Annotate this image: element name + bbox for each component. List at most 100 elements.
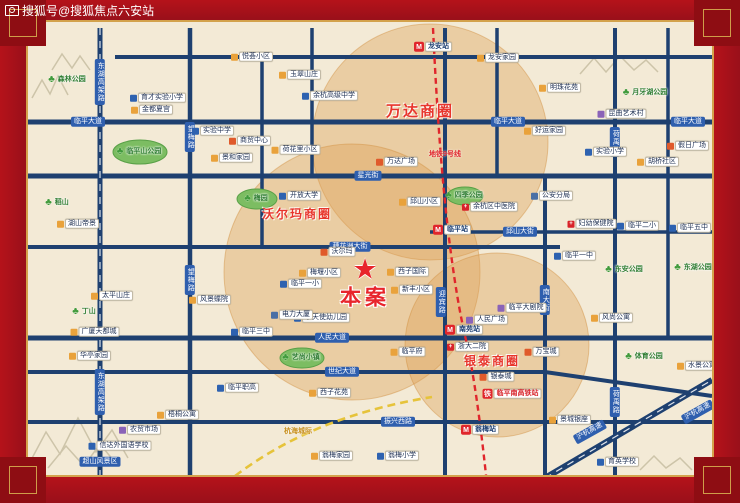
poi-home: 景和家园 xyxy=(211,152,253,164)
poi-label: 东湖高架路 xyxy=(94,59,106,105)
poi-home: 风景蝶院 xyxy=(189,294,231,306)
poi-label: 人民广场 xyxy=(474,314,508,326)
poi-mall: 沃尔玛 xyxy=(320,246,356,258)
poi-metroline: 地铁9号线 xyxy=(427,151,463,159)
poi-label: 余杭高级中学 xyxy=(310,90,358,102)
poi-home: 胡桥社区 xyxy=(637,156,679,168)
tree-icon: ♣ xyxy=(72,306,79,317)
poi-school: 信达外国语学校 xyxy=(88,440,152,452)
poi-label: 电力大厦 xyxy=(279,309,313,321)
poi-mall: 银泰城 xyxy=(479,371,515,383)
poi-label: 艺尚小镇 xyxy=(291,353,320,361)
home-icon xyxy=(70,328,78,336)
school-icon xyxy=(130,94,137,102)
poi-label: 东安公园 xyxy=(614,265,643,273)
poi-label: 东湖公园 xyxy=(683,263,712,271)
poi-school: 翁梅小学 xyxy=(377,450,419,462)
mall-icon xyxy=(667,142,674,150)
school-icon xyxy=(585,148,592,156)
poi-label: 临平一中 xyxy=(562,250,596,262)
poi-label: 迎宾路 xyxy=(435,287,447,317)
poi-label: 万宝城 xyxy=(532,346,560,358)
poi-home: 西子花苑 xyxy=(309,387,351,399)
poi-label: 邱山小区 xyxy=(407,196,441,208)
gov-icon xyxy=(271,311,278,319)
project-marker: ★ 本案 xyxy=(340,255,390,311)
home-icon xyxy=(387,268,394,276)
poi-metro: M 南苑站 xyxy=(445,324,483,336)
poi-home: 明珠花苑 xyxy=(539,82,581,94)
poi-label: 沪杭高速 xyxy=(680,399,716,425)
metro-station-icon: M xyxy=(414,41,424,52)
poi-home: 西子国际 xyxy=(387,266,429,278)
landmark-icon xyxy=(466,316,473,324)
poi-label: 银泰城 xyxy=(487,371,515,383)
poi-label: 悦荟小区 xyxy=(239,51,273,63)
poi-mall: 万宝城 xyxy=(524,346,560,358)
poi-school: 余杭高级中学 xyxy=(302,90,358,102)
poi-school: 临平一中 xyxy=(554,250,596,262)
frame-corner-tl xyxy=(0,0,46,46)
poi-home: 翁梅家园 xyxy=(311,450,353,462)
hospital-icon: + xyxy=(447,343,454,351)
poi-label: 森林公园 xyxy=(57,75,86,83)
poi-label: 假日广场 xyxy=(675,140,709,152)
frame-corner-br xyxy=(694,457,740,503)
hanghai-intercity-line xyxy=(234,395,433,478)
poi-label: 临平山公园 xyxy=(126,147,162,155)
poi-label: 湖山帝景 xyxy=(65,218,99,230)
poi-biz: 银泰商圈 xyxy=(462,354,522,368)
tree-icon: ♣ xyxy=(622,87,630,98)
poi-roadd: 沪杭高速 xyxy=(680,399,716,425)
poi-school: 临平职高 xyxy=(217,382,259,394)
frame-corner-bl xyxy=(0,457,46,503)
poi-roadv: 望梅路 xyxy=(184,122,196,152)
poi-home: 梅堰小区 xyxy=(299,267,341,279)
school-icon xyxy=(302,92,309,100)
poi-school: 育英学校 xyxy=(597,456,639,468)
poi-roadv: 荷禹路 xyxy=(609,387,621,417)
poi-label: 望梅路 xyxy=(184,265,196,295)
poi-label: 昆曲艺术村 xyxy=(605,108,647,120)
poi-roadv: 荷禹路 xyxy=(609,127,621,157)
home-icon xyxy=(539,84,546,92)
poi-home: 风尚公寓 xyxy=(591,312,633,324)
poi-roadv: 望梅路 xyxy=(184,265,196,295)
frame-corner-tr xyxy=(694,0,740,46)
poi-metro: M 龙安站 xyxy=(414,41,452,53)
poi-label: 广厦天都城 xyxy=(78,326,120,338)
poi-landmark: 农贸市场 xyxy=(119,424,161,436)
home-icon xyxy=(279,71,286,79)
hospital-icon: + xyxy=(462,203,469,211)
poi-label: 四季公园 xyxy=(454,191,483,199)
poi-label: 邱山大街 xyxy=(503,226,537,238)
watermark: 搜狐号@搜狐焦点六安站 xyxy=(5,2,154,19)
poi-school: 临平一小 xyxy=(280,278,322,290)
mall-icon xyxy=(229,137,236,145)
school-icon xyxy=(377,452,384,460)
poi-park: ♣ 艺尚小镇 xyxy=(282,353,322,363)
metro-station-icon: M xyxy=(445,324,455,335)
poi-label: 好运家园 xyxy=(532,125,566,137)
school-icon xyxy=(280,280,287,288)
poi-park: ♣ 月牙湖公园 xyxy=(623,88,670,98)
poi-label: 翁梅小学 xyxy=(385,450,419,462)
poi-label: 星光街 xyxy=(354,170,382,182)
poi-home: 龙安家园 xyxy=(477,52,519,64)
poi-label: 临平五中 xyxy=(677,222,711,234)
poi-landmark: 临平大剧院 xyxy=(497,302,547,314)
gov-icon xyxy=(531,192,538,200)
poi-label: 荷花里小区 xyxy=(279,144,321,156)
frame-right xyxy=(712,0,740,503)
poi-label: 翁梅站 xyxy=(472,424,499,436)
poi-metro: M 翁梅站 xyxy=(461,424,499,436)
tree-icon: ♣ xyxy=(674,262,681,273)
poi-label: 临平大道 xyxy=(491,116,525,128)
poi-roadv: 东湖高架路 xyxy=(94,59,106,105)
hospital-icon: + xyxy=(567,220,575,228)
poi-road: 临平大道 xyxy=(71,116,105,128)
poi-label: 沃尔玛 xyxy=(328,246,356,258)
poi-home: 荷花里小区 xyxy=(271,144,321,156)
home-icon xyxy=(271,146,279,154)
